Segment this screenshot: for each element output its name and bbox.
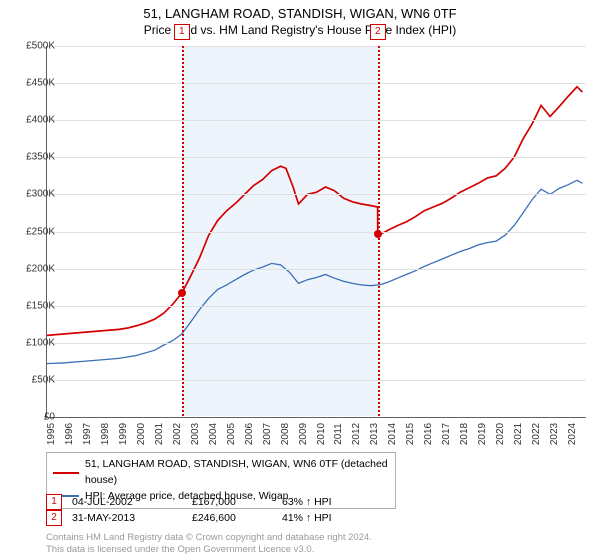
x-axis-label: 2012 bbox=[351, 423, 362, 445]
gridline-h bbox=[47, 194, 586, 195]
x-axis-label: 2002 bbox=[172, 423, 183, 445]
y-axis-label: £300K bbox=[5, 189, 55, 200]
x-axis-label: 2020 bbox=[495, 423, 506, 445]
x-axis-label: 1995 bbox=[46, 423, 57, 445]
x-axis-label: 2011 bbox=[333, 423, 344, 445]
x-axis-label: 2013 bbox=[369, 423, 380, 445]
sale-marker-badge: 2 bbox=[370, 24, 386, 40]
footer-line2: This data is licensed under the Open Gov… bbox=[46, 544, 372, 556]
title-address: 51, LANGHAM ROAD, STANDISH, WIGAN, WN6 0… bbox=[0, 6, 600, 23]
gridline-h bbox=[47, 232, 586, 233]
gridline-h bbox=[47, 269, 586, 270]
sale-marker-point bbox=[178, 289, 186, 297]
sale-row: 2 31-MAY-2013 £246,600 41% ↑ HPI bbox=[46, 510, 332, 526]
y-axis-label: £50K bbox=[5, 374, 55, 385]
sale-date: 04-JUL-2002 bbox=[72, 496, 182, 508]
x-axis-label: 2008 bbox=[280, 423, 291, 445]
y-axis-label: £250K bbox=[5, 226, 55, 237]
gridline-h bbox=[47, 83, 586, 84]
gridline-h bbox=[47, 380, 586, 381]
legend-item: 51, LANGHAM ROAD, STANDISH, WIGAN, WN6 0… bbox=[53, 457, 389, 489]
x-axis-label: 1996 bbox=[64, 423, 75, 445]
x-axis-label: 1998 bbox=[100, 423, 111, 445]
chart-area: 12 bbox=[46, 46, 586, 418]
x-axis-label: 1999 bbox=[118, 423, 129, 445]
x-axis-label: 2010 bbox=[316, 423, 327, 445]
series-line bbox=[47, 87, 582, 336]
x-axis-label: 2004 bbox=[208, 423, 219, 445]
gridline-h bbox=[47, 46, 586, 47]
x-axis-label: 2000 bbox=[136, 423, 147, 445]
legend-swatch bbox=[53, 472, 79, 474]
gridline-h bbox=[47, 306, 586, 307]
gridline-h bbox=[47, 157, 586, 158]
x-axis-label: 2007 bbox=[262, 423, 273, 445]
chart-container: 51, LANGHAM ROAD, STANDISH, WIGAN, WN6 0… bbox=[0, 0, 600, 560]
sales-table: 1 04-JUL-2002 £167,000 63% ↑ HPI 2 31-MAY-201… bbox=[46, 494, 332, 526]
x-axis-label: 2005 bbox=[226, 423, 237, 445]
x-axis-label: 1997 bbox=[82, 423, 93, 445]
sale-hpi: 63% ↑ HPI bbox=[282, 496, 332, 508]
sale-marker-point bbox=[374, 230, 382, 238]
x-axis-label: 2023 bbox=[549, 423, 560, 445]
sale-date: 31-MAY-2013 bbox=[72, 512, 182, 524]
x-axis-label: 2017 bbox=[441, 423, 452, 445]
x-axis-label: 2015 bbox=[405, 423, 416, 445]
y-axis-label: £100K bbox=[5, 337, 55, 348]
y-axis-label: £450K bbox=[5, 78, 55, 89]
y-axis-label: £350K bbox=[5, 152, 55, 163]
x-axis-label: 2022 bbox=[531, 423, 542, 445]
x-axis-label: 2018 bbox=[459, 423, 470, 445]
sale-hpi: 41% ↑ HPI bbox=[282, 512, 332, 524]
y-axis-label: £500K bbox=[5, 41, 55, 52]
sale-row: 1 04-JUL-2002 £167,000 63% ↑ HPI bbox=[46, 494, 332, 510]
x-axis-label: 2003 bbox=[190, 423, 201, 445]
sale-marker-line bbox=[182, 46, 184, 416]
y-axis-label: £150K bbox=[5, 300, 55, 311]
y-axis-label: £200K bbox=[5, 263, 55, 274]
x-axis-label: 2016 bbox=[423, 423, 434, 445]
x-axis-label: 2001 bbox=[154, 423, 165, 445]
sale-marker-badge: 1 bbox=[174, 24, 190, 40]
legend-label: 51, LANGHAM ROAD, STANDISH, WIGAN, WN6 0… bbox=[85, 457, 389, 489]
x-axis-label: 2024 bbox=[567, 423, 578, 445]
x-axis-label: 2019 bbox=[477, 423, 488, 445]
sale-price: £246,600 bbox=[192, 512, 272, 524]
title-subtitle: Price paid vs. HM Land Registry's House … bbox=[0, 23, 600, 39]
footer-attribution: Contains HM Land Registry data © Crown c… bbox=[46, 532, 372, 556]
sale-price: £167,000 bbox=[192, 496, 272, 508]
sale-badge: 2 bbox=[46, 510, 62, 526]
sale-badge: 1 bbox=[46, 494, 62, 510]
x-axis-label: 2009 bbox=[298, 423, 309, 445]
title-block: 51, LANGHAM ROAD, STANDISH, WIGAN, WN6 0… bbox=[0, 0, 600, 38]
gridline-h bbox=[47, 343, 586, 344]
series-line bbox=[47, 180, 582, 363]
x-axis-label: 2014 bbox=[387, 423, 398, 445]
footer-line1: Contains HM Land Registry data © Crown c… bbox=[46, 532, 372, 544]
y-axis-label: £400K bbox=[5, 115, 55, 126]
gridline-h bbox=[47, 120, 586, 121]
x-axis-label: 2021 bbox=[513, 423, 524, 445]
y-axis-label: £0 bbox=[5, 412, 55, 423]
x-axis-label: 2006 bbox=[244, 423, 255, 445]
